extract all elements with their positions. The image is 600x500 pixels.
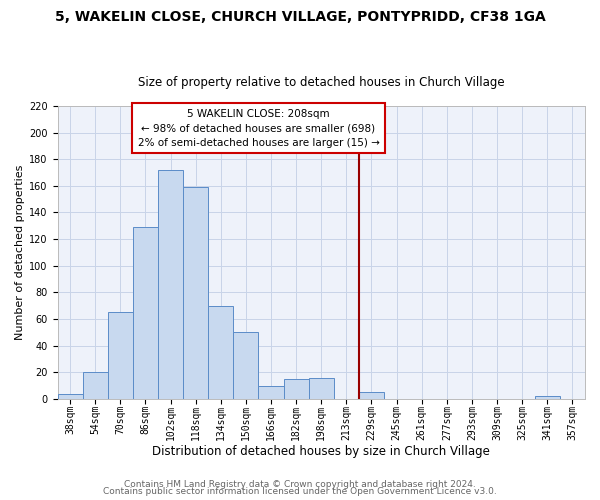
Text: Contains public sector information licensed under the Open Government Licence v3: Contains public sector information licen… [103, 487, 497, 496]
Bar [133, 227, 158, 399]
Y-axis label: Number of detached properties: Number of detached properties [15, 164, 25, 340]
Bar [233, 332, 259, 399]
Bar [83, 372, 108, 399]
Bar [208, 306, 233, 399]
Text: 5 WAKELIN CLOSE: 208sqm
← 98% of detached houses are smaller (698)
2% of semi-de: 5 WAKELIN CLOSE: 208sqm ← 98% of detache… [137, 108, 379, 148]
Bar [308, 378, 334, 399]
Bar [183, 187, 208, 399]
Bar [158, 170, 183, 399]
Text: 5, WAKELIN CLOSE, CHURCH VILLAGE, PONTYPRIDD, CF38 1GA: 5, WAKELIN CLOSE, CHURCH VILLAGE, PONTYP… [55, 10, 545, 24]
Bar [58, 394, 83, 399]
Bar [259, 386, 284, 399]
Text: Contains HM Land Registry data © Crown copyright and database right 2024.: Contains HM Land Registry data © Crown c… [124, 480, 476, 489]
X-axis label: Distribution of detached houses by size in Church Village: Distribution of detached houses by size … [152, 444, 490, 458]
Bar [284, 379, 308, 399]
Bar [108, 312, 133, 399]
Bar [359, 392, 384, 399]
Title: Size of property relative to detached houses in Church Village: Size of property relative to detached ho… [138, 76, 505, 90]
Bar [535, 396, 560, 399]
